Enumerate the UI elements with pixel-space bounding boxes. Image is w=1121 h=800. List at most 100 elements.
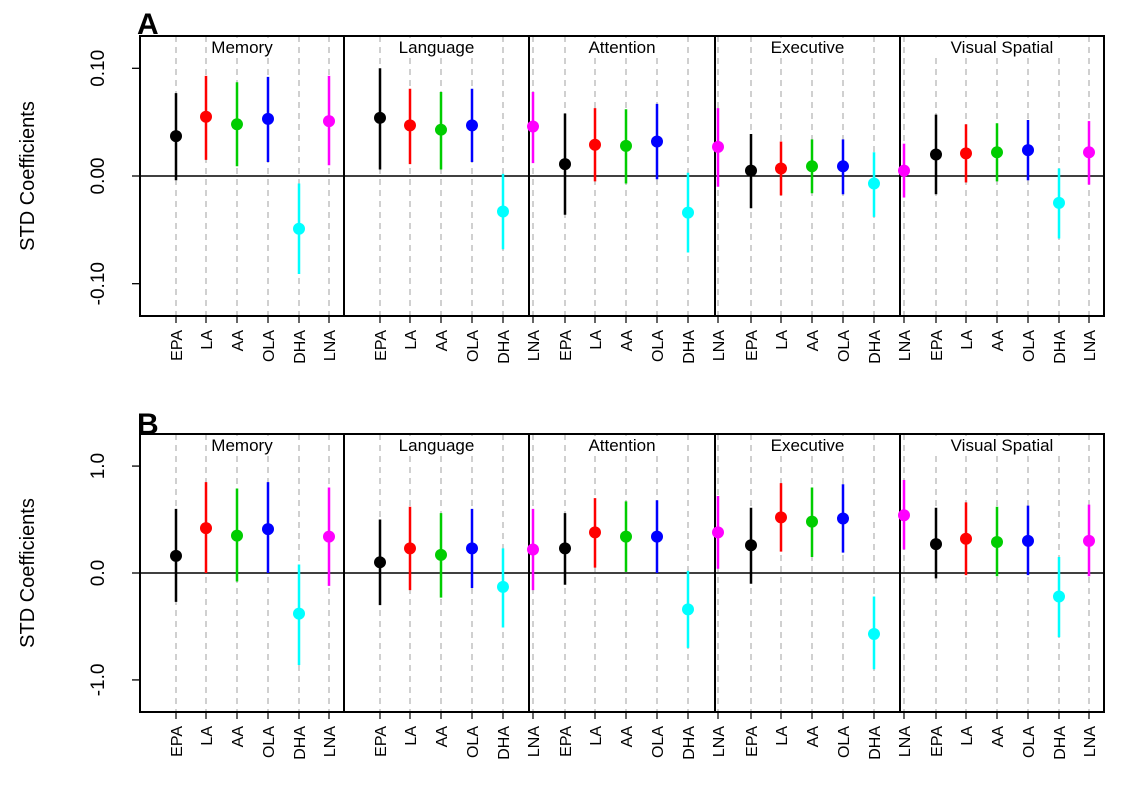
y-axis-label: STD Coefficients xyxy=(17,498,39,648)
estimate-point xyxy=(170,130,182,143)
y-axis-label: STD Coefficients xyxy=(17,101,39,251)
estimate-point xyxy=(620,139,632,152)
estimate-point xyxy=(497,205,509,218)
x-tick-label: DHA xyxy=(867,330,884,364)
panel-letter: B xyxy=(137,408,159,441)
x-tick-label: EPA xyxy=(169,330,186,361)
group-title-bg xyxy=(762,436,853,456)
estimate-point xyxy=(930,538,942,551)
estimate-point xyxy=(589,526,601,539)
group-title: Executive xyxy=(771,38,845,57)
x-tick-label: AA xyxy=(990,330,1007,352)
x-tick-label: LA xyxy=(774,726,791,746)
x-tick-label: EPA xyxy=(558,330,575,361)
estimate-point xyxy=(231,529,243,542)
x-tick-label: AA xyxy=(230,330,247,352)
estimate-point xyxy=(930,148,942,161)
group-title-bg xyxy=(934,436,1070,456)
x-tick-label: DHA xyxy=(292,330,309,364)
x-tick-label: LA xyxy=(588,726,605,746)
estimate-point xyxy=(806,515,818,528)
x-tick-label: AA xyxy=(619,726,636,748)
y-tick-label: 1.0 xyxy=(88,453,109,479)
estimate-point xyxy=(527,543,539,556)
estimate-point xyxy=(497,580,509,593)
estimate-point xyxy=(991,535,1003,548)
group-title-bg xyxy=(210,38,274,58)
panel-B: B STD Coefficients -1.0 0.0 1.0 Memory EPA LA AA… xyxy=(17,408,1105,760)
x-tick-label: AA xyxy=(990,726,1007,748)
x-tick-label: DHA xyxy=(681,330,698,364)
x-tick-label: EPA xyxy=(169,726,186,757)
x-tick-label: OLA xyxy=(650,330,667,362)
estimate-point xyxy=(745,164,757,177)
estimate-point xyxy=(559,158,571,171)
estimate-point xyxy=(293,607,305,620)
estimate-point xyxy=(589,138,601,151)
group-title: Visual Spatial xyxy=(951,436,1054,455)
estimate-point xyxy=(898,509,910,522)
estimate-point xyxy=(898,164,910,177)
x-tick-label: AA xyxy=(434,330,451,352)
x-tick-label: AA xyxy=(805,726,822,748)
y-tick-label: 0.0 xyxy=(88,560,109,586)
estimate-point xyxy=(682,603,694,616)
x-tick-label: AA xyxy=(230,726,247,748)
x-tick-label: LA xyxy=(959,330,976,350)
estimate-point xyxy=(1022,144,1034,157)
x-tick-label: AA xyxy=(434,726,451,748)
estimate-point xyxy=(682,206,694,219)
x-tick-label: EPA xyxy=(373,330,390,361)
group-title-bg xyxy=(762,38,853,58)
x-tick-label: LA xyxy=(959,726,976,746)
estimate-point xyxy=(170,549,182,562)
x-tick-label: DHA xyxy=(496,726,513,760)
group-title-bg xyxy=(210,436,274,456)
plot-frame xyxy=(139,35,1105,317)
group-title: Visual Spatial xyxy=(951,38,1054,57)
x-tick-label: OLA xyxy=(1021,726,1038,758)
x-tick-label: LNA xyxy=(322,726,339,757)
x-tick-label: DHA xyxy=(867,726,884,760)
group-title: Attention xyxy=(588,436,655,455)
x-tick-label: EPA xyxy=(929,330,946,361)
group-title: Memory xyxy=(211,436,273,455)
estimate-point xyxy=(1083,534,1095,547)
x-tick-label: LNA xyxy=(1082,726,1099,757)
estimate-point xyxy=(651,135,663,148)
group-title: Language xyxy=(399,436,475,455)
x-tick-label: OLA xyxy=(836,330,853,362)
estimate-point xyxy=(466,119,478,132)
group-title-bg xyxy=(395,38,478,58)
y-tick-label: 0.10 xyxy=(88,50,109,87)
estimate-point xyxy=(1083,146,1095,159)
x-tick-label: LA xyxy=(199,330,216,350)
estimate-point xyxy=(527,120,539,133)
x-tick-label: DHA xyxy=(1052,726,1069,760)
estimate-point xyxy=(404,542,416,555)
x-tick-label: DHA xyxy=(292,726,309,760)
estimate-point xyxy=(991,146,1003,159)
estimate-point xyxy=(837,160,849,173)
estimate-point xyxy=(712,526,724,539)
group-title-bg xyxy=(934,38,1070,58)
x-tick-label: LA xyxy=(403,726,420,746)
estimate-point xyxy=(868,627,880,640)
estimate-point xyxy=(200,522,212,535)
x-tick-label: EPA xyxy=(373,726,390,757)
estimate-point xyxy=(1053,590,1065,603)
estimate-point xyxy=(466,542,478,555)
x-tick-label: LNA xyxy=(711,330,728,361)
x-tick-label: OLA xyxy=(465,330,482,362)
panel-A: A STD Coefficients -0.10 0.00 0.10 Memory EPA L… xyxy=(17,8,1105,364)
y-tick-label: -0.10 xyxy=(88,262,109,305)
x-tick-label: LNA xyxy=(897,330,914,361)
x-tick-label: EPA xyxy=(744,330,761,361)
x-tick-label: LA xyxy=(199,726,216,746)
x-tick-label: DHA xyxy=(1052,330,1069,364)
estimate-point xyxy=(806,160,818,173)
x-tick-label: AA xyxy=(805,330,822,352)
x-tick-label: LA xyxy=(774,330,791,350)
group-title-bg xyxy=(395,436,478,456)
